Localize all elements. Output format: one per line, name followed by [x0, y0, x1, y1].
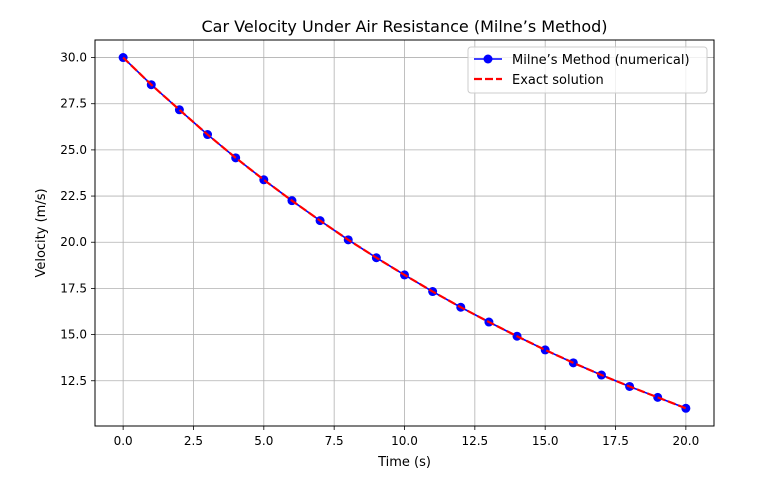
x-tick-label: 15.0: [532, 434, 559, 448]
grid-lines: [95, 40, 714, 426]
data-point-milne: [681, 403, 691, 413]
x-tick-label: 2.5: [184, 434, 203, 448]
y-tick-label: 15.0: [60, 328, 87, 342]
legend-label-exact: Exact solution: [512, 73, 604, 88]
y-tick-label: 17.5: [60, 281, 87, 295]
legend-marker-milne: [483, 54, 493, 64]
chart-title: Car Velocity Under Air Resistance (Milne…: [201, 17, 607, 36]
y-tick-label: 22.5: [60, 189, 87, 203]
data-point-milne: [540, 345, 550, 355]
x-tick-label: 12.5: [461, 434, 488, 448]
x-tick-label: 20.0: [673, 434, 700, 448]
x-tick-label: 0.0: [114, 434, 133, 448]
y-tick-label: 27.5: [60, 97, 87, 111]
y-tick-label: 20.0: [60, 235, 87, 249]
x-tick-label: 7.5: [325, 434, 344, 448]
x-tick-label: 10.0: [391, 434, 418, 448]
y-tick-label: 30.0: [60, 51, 87, 65]
legend-box: [467, 46, 708, 94]
axis-ticks: 0.0 2.5 5.0 7.5 10.0 12.5 15.0 17.5 20.0 12.5 15.0…: [60, 51, 699, 448]
legend: Milne’s Method (numerical) Exact solution: [467, 46, 708, 94]
y-axis-label: Velocity (m/s): [34, 188, 49, 277]
x-tick-label: 17.5: [602, 434, 629, 448]
x-tick-label: 5.0: [254, 434, 273, 448]
legend-label-milne: Milne’s Method (numerical): [512, 53, 690, 68]
x-axis-label: Time (s): [377, 455, 431, 470]
y-tick-label: 12.5: [60, 374, 87, 388]
series-layer: [118, 53, 691, 413]
series-line-exact: [122, 56, 687, 410]
y-tick-label: 25.0: [60, 143, 87, 157]
